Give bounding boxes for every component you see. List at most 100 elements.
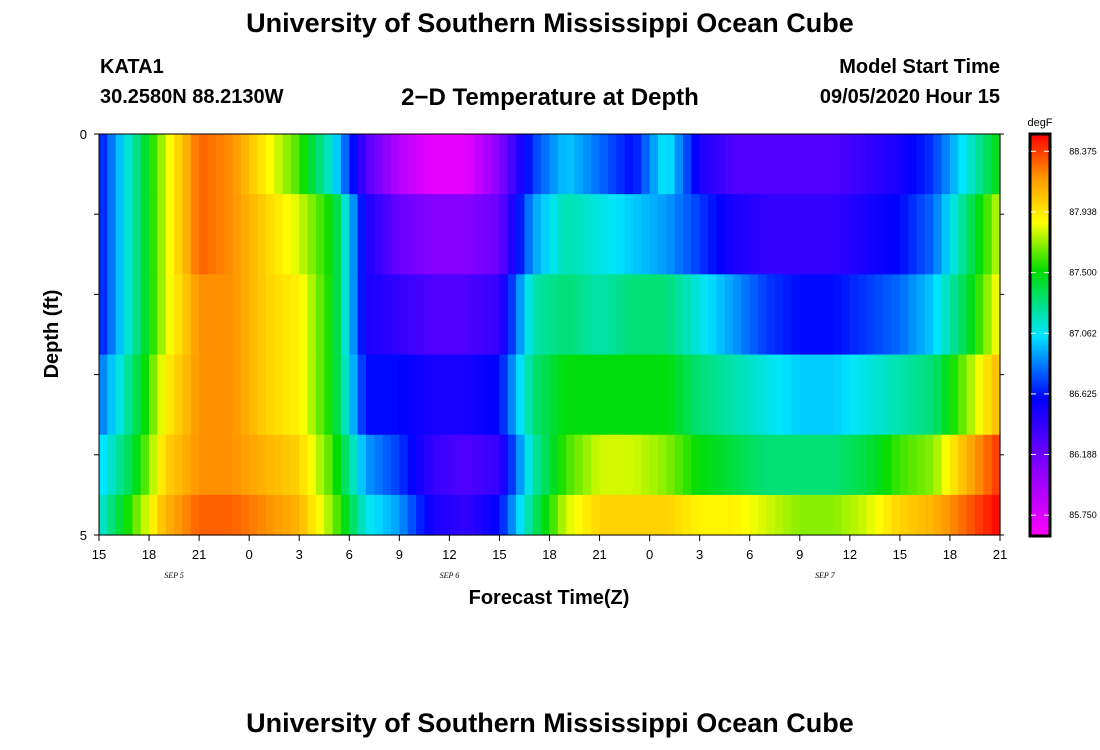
heatmap-cell bbox=[532, 194, 542, 275]
heatmap-cell bbox=[499, 354, 509, 436]
heatmap-cell bbox=[532, 134, 542, 195]
heatmap-cell bbox=[99, 494, 108, 536]
heatmap-cell bbox=[724, 434, 734, 496]
heatmap-cell bbox=[149, 434, 158, 496]
heatmap-cells bbox=[99, 134, 1001, 536]
heatmap-cell bbox=[149, 354, 158, 436]
heatmap-cell bbox=[224, 194, 234, 275]
x-tick-label: 12 bbox=[442, 547, 456, 562]
heatmap-cell bbox=[941, 134, 951, 195]
x-day-label: SEP 6 bbox=[440, 571, 460, 580]
heatmap-cell bbox=[357, 494, 367, 536]
heatmap-cell bbox=[624, 434, 634, 496]
heatmap-cell bbox=[941, 494, 951, 536]
heatmap-cell bbox=[758, 194, 767, 275]
heatmap-cell bbox=[365, 274, 375, 356]
heatmap-cell bbox=[274, 494, 284, 536]
heatmap-cell bbox=[591, 134, 601, 195]
heatmap-cell bbox=[824, 354, 834, 436]
heatmap-cell bbox=[424, 134, 434, 195]
x-tick-label: 9 bbox=[796, 547, 803, 562]
heatmap-cell bbox=[966, 434, 976, 496]
heatmap-cell bbox=[549, 494, 559, 536]
heatmap-cell bbox=[315, 354, 325, 436]
heatmap-cell bbox=[816, 434, 826, 496]
heatmap-cell bbox=[758, 134, 767, 195]
heatmap-cell bbox=[983, 434, 993, 496]
heatmap-cell bbox=[224, 134, 234, 195]
heatmap-cell bbox=[816, 274, 826, 356]
heatmap-cell bbox=[466, 494, 476, 536]
heatmap-cell bbox=[699, 274, 709, 356]
x-tick-label: 9 bbox=[396, 547, 403, 562]
heatmap-cell bbox=[115, 434, 125, 496]
heatmap-cell bbox=[657, 194, 667, 275]
heatmap-cell bbox=[365, 434, 375, 496]
heatmap-cell bbox=[524, 274, 534, 356]
heatmap-cell bbox=[599, 354, 609, 436]
heatmap-cell bbox=[616, 354, 626, 436]
heatmap-cell bbox=[849, 434, 859, 496]
heatmap-cell bbox=[866, 274, 876, 356]
heatmap-cell bbox=[632, 134, 642, 195]
heatmap-cell bbox=[724, 354, 734, 436]
heatmap-cell bbox=[749, 134, 759, 195]
heatmap-cell bbox=[841, 354, 851, 436]
heatmap-cell bbox=[516, 434, 526, 496]
heatmap-cell bbox=[232, 274, 242, 356]
heatmap-cell bbox=[783, 194, 793, 275]
heatmap-cell bbox=[733, 434, 742, 496]
heatmap-cell bbox=[457, 194, 467, 275]
heatmap-cell bbox=[733, 194, 742, 275]
heatmap-cell bbox=[858, 494, 868, 536]
heatmap-cell bbox=[482, 494, 492, 536]
heatmap-cell bbox=[199, 274, 209, 356]
heatmap-cell bbox=[449, 494, 459, 536]
heatmap-cell bbox=[165, 194, 175, 275]
heatmap-cell bbox=[649, 434, 659, 496]
heatmap-cell bbox=[841, 274, 851, 356]
heatmap-cell bbox=[449, 274, 459, 356]
heatmap-cell bbox=[257, 434, 267, 496]
heatmap-cell bbox=[816, 354, 826, 436]
heatmap-cell bbox=[357, 274, 367, 356]
heatmap-cell bbox=[491, 434, 501, 496]
heatmap-cell bbox=[407, 354, 417, 436]
heatmap-cell bbox=[691, 274, 701, 356]
heatmap-cell bbox=[282, 434, 292, 496]
heatmap-cell bbox=[649, 274, 659, 356]
heatmap-cell bbox=[632, 354, 642, 436]
heatmap-cell bbox=[215, 274, 225, 356]
heatmap-cell bbox=[733, 354, 742, 436]
heatmap-cell bbox=[833, 434, 843, 496]
heatmap-cell bbox=[733, 494, 742, 536]
heatmap-cell bbox=[933, 194, 943, 275]
heatmap-cell bbox=[299, 194, 309, 275]
x-axis: 15 18 21 0 3 6 9 12 15 18 21 0 3 6 9 12 15 18 21 SEP 5 SEP 6… bbox=[92, 535, 1007, 580]
heatmap-cell bbox=[591, 494, 601, 536]
heatmap-cell bbox=[507, 194, 517, 275]
heatmap-cell bbox=[916, 434, 926, 496]
heatmap-cell bbox=[199, 134, 209, 195]
heatmap-cell bbox=[224, 354, 234, 436]
heatmap-cell bbox=[874, 274, 884, 356]
heatmap-cell bbox=[616, 434, 626, 496]
heatmap-cell bbox=[382, 194, 392, 275]
heatmap-cell bbox=[883, 274, 893, 356]
heatmap-cell bbox=[240, 194, 250, 275]
heatmap-cell bbox=[132, 354, 142, 436]
heatmap-cell bbox=[324, 494, 334, 536]
heatmap-cell bbox=[591, 434, 601, 496]
heatmap-cell bbox=[599, 194, 609, 275]
heatmap-cell bbox=[340, 494, 350, 536]
heatmap-cell bbox=[708, 194, 717, 275]
heatmap-cell bbox=[532, 434, 542, 496]
colorbar-label: 87.938 bbox=[1069, 207, 1097, 217]
heatmap-cell bbox=[566, 194, 576, 275]
heatmap-cell bbox=[407, 134, 417, 195]
heatmap-cell bbox=[332, 134, 342, 195]
heatmap-cell bbox=[841, 194, 851, 275]
heatmap-cell bbox=[140, 354, 150, 436]
heatmap-cell bbox=[582, 194, 592, 275]
heatmap-cell bbox=[482, 194, 492, 275]
